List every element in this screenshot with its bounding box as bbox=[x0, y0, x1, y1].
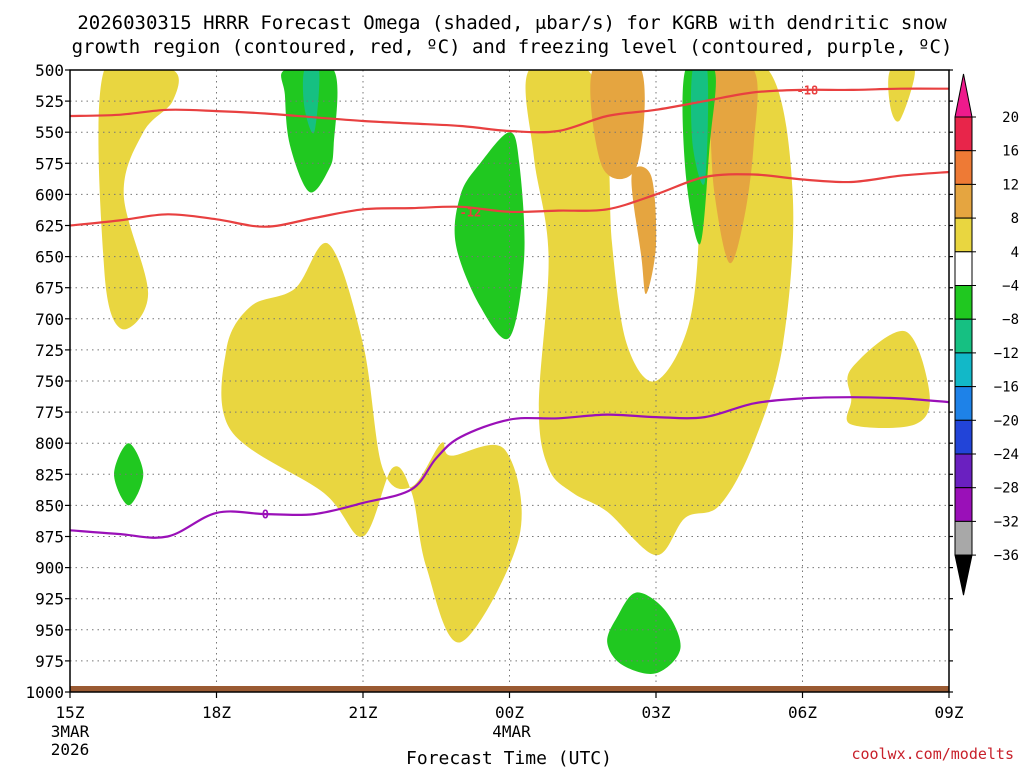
omega-neg4to8-e bbox=[114, 443, 144, 506]
dendritic-12-line bbox=[69, 170, 950, 228]
y-tick-label: 725 bbox=[35, 341, 64, 360]
colorbar-swatch bbox=[954, 453, 973, 489]
x-tick-label: 03Z bbox=[642, 703, 671, 722]
colorbar-label: 20 bbox=[1002, 110, 1019, 126]
x-tick-label: 18Z bbox=[202, 703, 231, 722]
colorbar-label: 16 bbox=[1002, 144, 1019, 160]
y-tick-label: 550 bbox=[35, 123, 64, 142]
y-tick-label: 825 bbox=[35, 465, 64, 484]
y-tick-label: 600 bbox=[35, 185, 64, 204]
freezing-level-0-label: 0 bbox=[262, 508, 269, 522]
colorbar-bottom-arrow bbox=[954, 554, 973, 596]
colorbar-label: 12 bbox=[1002, 177, 1019, 193]
x-tick-label: 06Z bbox=[788, 703, 817, 722]
x-tick-sublabel: 4MAR bbox=[492, 722, 531, 741]
chart-title-line-1: 2026030315 HRRR Forecast Omega (shaded, … bbox=[77, 12, 947, 34]
omega-8to12-a bbox=[590, 70, 645, 180]
colorbar-label: −32 bbox=[994, 514, 1019, 530]
colorbar-swatch bbox=[954, 419, 973, 455]
omega-4to8-a bbox=[98, 70, 179, 330]
colorbar-swatch bbox=[954, 386, 973, 421]
x-tick-label: 21Z bbox=[349, 703, 378, 722]
y-tick-label: 950 bbox=[35, 621, 64, 640]
y-tick-label: 525 bbox=[35, 92, 64, 111]
colorbar-label: −28 bbox=[994, 481, 1019, 497]
chart-title-line-2: growth region (contoured, red, ºC) and f… bbox=[72, 36, 953, 58]
colorbar-swatch bbox=[954, 520, 973, 556]
x-axis-label: Forecast Time (UTC) bbox=[406, 748, 612, 768]
colorbar-label: −24 bbox=[994, 447, 1019, 463]
x-tick-label: 00Z bbox=[495, 703, 524, 722]
dendritic-18-label: -18 bbox=[797, 83, 819, 97]
colorbar: 20 16 12 8 4 −4 −8 −12 −16 −20 −24 −28 −32 −36 bbox=[954, 73, 1019, 596]
y-tick-label: 625 bbox=[35, 217, 64, 236]
omega-8to12-b bbox=[631, 166, 657, 295]
y-tick-label: 500 bbox=[35, 61, 64, 80]
colorbar-swatch bbox=[954, 318, 973, 354]
grid-layer bbox=[70, 70, 949, 692]
colorbar-swatch bbox=[954, 150, 973, 185]
colorbar-swatch bbox=[954, 116, 973, 152]
omega-4to8-b bbox=[221, 242, 522, 643]
y-tick-label: 575 bbox=[35, 154, 64, 173]
y-tick-label: 800 bbox=[35, 434, 64, 453]
colorbar-label: −4 bbox=[1002, 279, 1019, 295]
freezing-level-0-line bbox=[69, 396, 950, 539]
y-tick-label: 975 bbox=[35, 652, 64, 671]
x-tick-label: 09Z bbox=[935, 703, 964, 722]
x-tick-year-label: 2026 bbox=[51, 740, 90, 759]
y-tick-label: 750 bbox=[35, 372, 64, 391]
colorbar-swatch bbox=[954, 217, 973, 253]
colorbar-swatch bbox=[954, 285, 973, 320]
y-tick-label: 850 bbox=[35, 496, 64, 515]
colorbar-label: 4 bbox=[1011, 245, 1019, 261]
y-tick-label: 700 bbox=[35, 310, 64, 329]
y-tick-label: 650 bbox=[35, 248, 64, 267]
y-tick-label: 775 bbox=[35, 403, 64, 422]
colorbar-label: −20 bbox=[994, 413, 1019, 429]
colorbar-swatch bbox=[954, 487, 973, 522]
omega-4to8-e bbox=[846, 330, 930, 429]
ground-surface bbox=[70, 686, 949, 692]
colorbar-label: −16 bbox=[994, 380, 1019, 396]
y-tick-label: 900 bbox=[35, 559, 64, 578]
colorbar-swatch bbox=[954, 183, 973, 219]
y-tick-label: 1000 bbox=[25, 683, 64, 702]
colorbar-top-arrow bbox=[954, 73, 973, 118]
y-tick-label: 875 bbox=[35, 528, 64, 547]
credit-text: coolwx.com/modelts bbox=[851, 745, 1014, 763]
omega-8to12-c bbox=[702, 70, 758, 263]
colorbar-swatch bbox=[954, 251, 973, 287]
colorbar-label: −36 bbox=[994, 548, 1019, 564]
y-tick-label: 675 bbox=[35, 279, 64, 298]
plot-area: -18 -12 0 bbox=[69, 69, 950, 693]
x-tick-sublabel: 3MAR bbox=[51, 722, 90, 741]
contour-layer: -18 -12 0 bbox=[69, 83, 950, 539]
dendritic-18-line bbox=[69, 87, 950, 134]
omega-neg4to8-c bbox=[607, 592, 681, 674]
x-tick-label: 15Z bbox=[56, 703, 85, 722]
colorbar-swatch bbox=[954, 352, 973, 388]
y-tick-label: 925 bbox=[35, 590, 64, 609]
omega-4to8-d bbox=[888, 70, 915, 122]
dendritic-12-label: -12 bbox=[460, 205, 482, 219]
colorbar-label: −12 bbox=[994, 346, 1019, 362]
y-axis: 500 525 550 575 600 625 650 675 700 725 750 775 800 8… bbox=[25, 61, 953, 702]
omega-neg8to12-b bbox=[690, 70, 709, 185]
colorbar-label: −8 bbox=[1002, 312, 1019, 328]
colorbar-label: 8 bbox=[1011, 211, 1019, 227]
